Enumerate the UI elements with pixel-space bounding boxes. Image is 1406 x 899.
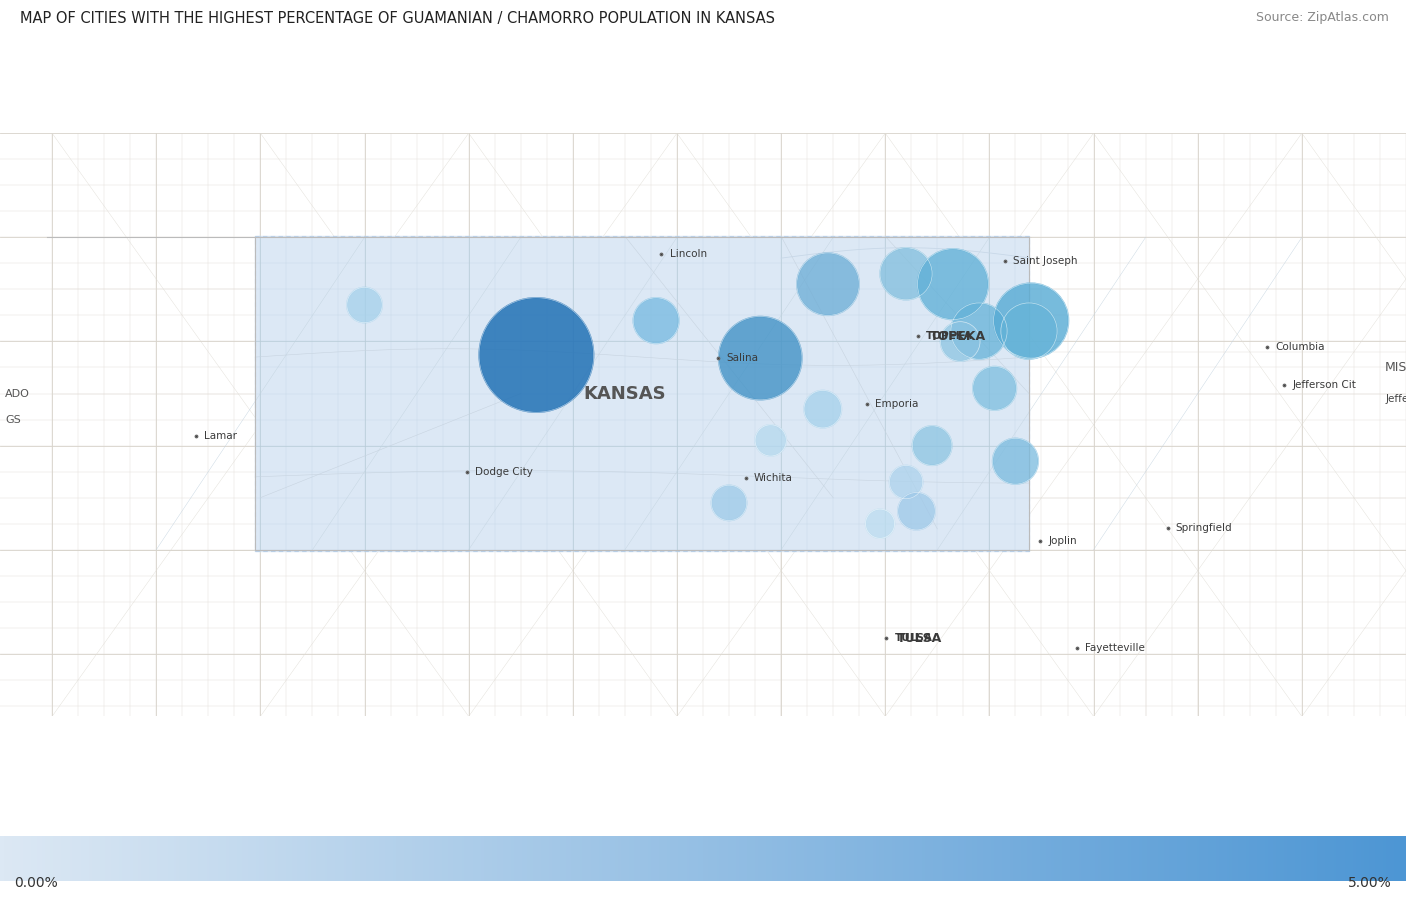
Text: Dodge City: Dodge City — [475, 467, 533, 476]
Text: Jefferson Cit: Jefferson Cit — [1385, 394, 1406, 404]
Text: MAP OF CITIES WITH THE HIGHEST PERCENTAGE OF GUAMANIAN / CHAMORRO POPULATION IN : MAP OF CITIES WITH THE HIGHEST PERCENTAG… — [20, 11, 775, 26]
Text: Source: ZipAtlas.com: Source: ZipAtlas.com — [1256, 11, 1389, 23]
Circle shape — [880, 248, 932, 299]
Circle shape — [994, 283, 1069, 358]
Text: Lamar: Lamar — [204, 432, 238, 441]
Text: Joplin: Joplin — [1049, 537, 1077, 547]
Circle shape — [755, 425, 786, 456]
Circle shape — [797, 253, 859, 316]
Circle shape — [950, 303, 1007, 360]
Polygon shape — [254, 236, 1029, 551]
Text: 0.00%: 0.00% — [14, 876, 58, 890]
Circle shape — [973, 367, 1017, 410]
Circle shape — [718, 316, 801, 400]
Text: KANSAS: KANSAS — [583, 385, 666, 403]
Text: TULSA: TULSA — [897, 632, 942, 645]
Text: Fayetteville: Fayetteville — [1085, 643, 1144, 653]
Circle shape — [866, 509, 894, 539]
Text: TOPEKA: TOPEKA — [929, 330, 986, 343]
Circle shape — [918, 249, 988, 319]
Text: 5.00%: 5.00% — [1348, 876, 1392, 890]
Text: TOPEKA: TOPEKA — [927, 331, 973, 342]
Circle shape — [804, 390, 842, 428]
Text: Emporia: Emporia — [875, 399, 918, 409]
Text: Salina: Salina — [725, 353, 758, 363]
Text: Saint Joseph: Saint Joseph — [1014, 256, 1078, 266]
Circle shape — [633, 298, 679, 343]
Circle shape — [1001, 303, 1057, 360]
Circle shape — [479, 298, 593, 413]
Text: Columbia: Columbia — [1275, 342, 1326, 352]
Text: GS: GS — [6, 414, 21, 424]
Text: Lincoln: Lincoln — [669, 249, 707, 259]
Circle shape — [711, 485, 747, 521]
Text: Springfield: Springfield — [1175, 523, 1233, 533]
Text: ADO: ADO — [6, 388, 30, 398]
Circle shape — [898, 493, 935, 530]
Circle shape — [890, 466, 922, 499]
Circle shape — [912, 426, 952, 466]
Circle shape — [347, 288, 382, 323]
Circle shape — [993, 439, 1039, 485]
Text: MISSOUR: MISSOUR — [1385, 361, 1406, 374]
Text: Jefferson Cit: Jefferson Cit — [1292, 380, 1357, 390]
Circle shape — [941, 322, 980, 361]
Text: Wichita: Wichita — [754, 473, 793, 483]
Text: TULSA: TULSA — [894, 633, 932, 644]
